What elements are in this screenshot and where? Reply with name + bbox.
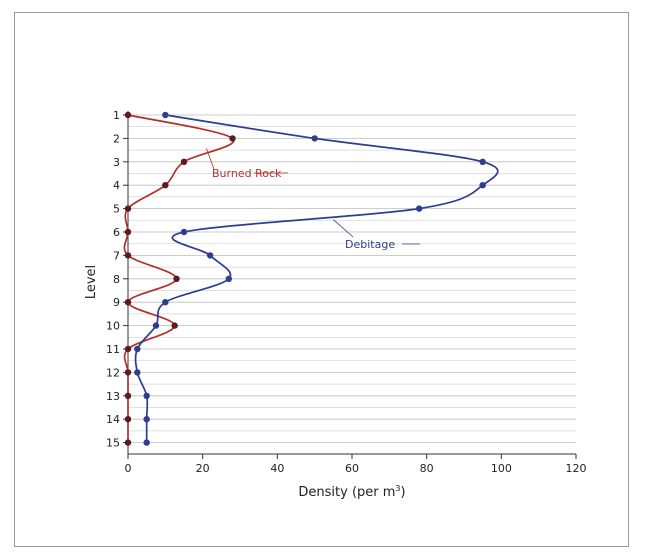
figure-frame bbox=[14, 12, 629, 547]
data-point-debitage bbox=[162, 299, 169, 306]
data-point-debitage bbox=[162, 111, 169, 119]
y-tick-label: 2 bbox=[113, 132, 120, 145]
y-tick-label: 1 bbox=[113, 109, 120, 122]
data-point-burned-rock bbox=[162, 182, 169, 189]
data-point-burned-rock bbox=[173, 275, 180, 282]
y-tick-label: 15 bbox=[106, 437, 120, 450]
y-axis-title: Level bbox=[84, 265, 99, 299]
y-tick-label: 8 bbox=[113, 273, 120, 286]
x-tick-label: 20 bbox=[196, 462, 210, 475]
data-point-debitage bbox=[479, 158, 486, 165]
data-point-debitage bbox=[143, 416, 150, 423]
data-point-burned-rock bbox=[124, 392, 132, 399]
data-point-debitage bbox=[206, 252, 214, 259]
y-tick-label: 12 bbox=[106, 366, 120, 379]
data-point-debitage bbox=[416, 205, 423, 212]
data-point-burned-rock bbox=[180, 158, 188, 165]
annotation-leader-debitage bbox=[333, 219, 354, 238]
series-layer bbox=[123, 111, 499, 446]
x-tick-label: 120 bbox=[566, 462, 587, 475]
y-tick-label: 9 bbox=[113, 296, 120, 309]
data-point-burned-rock bbox=[124, 228, 132, 236]
data-point-debitage bbox=[134, 369, 141, 376]
y-tick-label: 3 bbox=[113, 156, 120, 169]
annotation-leader-burned-rock bbox=[206, 148, 215, 170]
annotations: Burned Rock Debitage bbox=[206, 148, 420, 251]
x-tick-label: 80 bbox=[420, 462, 434, 475]
data-point-burned-rock bbox=[124, 416, 132, 423]
data-point-debitage bbox=[143, 439, 150, 446]
data-point-burned-rock bbox=[229, 135, 236, 142]
data-point-debitage bbox=[180, 228, 188, 236]
data-point-debitage bbox=[311, 135, 318, 142]
y-tick-label: 13 bbox=[106, 390, 120, 403]
data-point-debitage bbox=[143, 392, 150, 399]
grid-lines bbox=[128, 114, 576, 444]
data-point-burned-rock bbox=[124, 439, 132, 446]
y-tick-label: 14 bbox=[106, 413, 120, 426]
data-point-burned-rock bbox=[124, 299, 132, 306]
data-point-burned-rock bbox=[124, 111, 132, 119]
y-tick-label: 11 bbox=[106, 343, 120, 356]
data-point-burned-rock bbox=[124, 252, 132, 259]
data-point-burned-rock bbox=[124, 369, 132, 376]
data-point-burned-rock bbox=[124, 345, 132, 353]
x-tick-label: 100 bbox=[491, 462, 512, 475]
data-point-burned-rock bbox=[171, 322, 178, 329]
data-point-debitage bbox=[479, 182, 486, 189]
annotation-label-burned-rock: Burned Rock bbox=[212, 167, 282, 180]
x-axis-title: Density (per m3) bbox=[298, 484, 405, 500]
y-tick-label: 4 bbox=[113, 179, 120, 192]
y-tick-label: 10 bbox=[106, 320, 120, 333]
y-tick-label: 5 bbox=[113, 203, 120, 216]
y-tick-label: 7 bbox=[113, 249, 120, 262]
y-tick-label: 6 bbox=[113, 226, 120, 239]
series-debitage bbox=[134, 111, 499, 446]
x-tick-label: 0 bbox=[125, 462, 132, 475]
x-tick-label: 40 bbox=[270, 462, 284, 475]
data-point-debitage bbox=[152, 322, 160, 329]
data-point-burned-rock bbox=[124, 205, 132, 212]
x-tick-label: 60 bbox=[345, 462, 359, 475]
annotation-label-debitage: Debitage bbox=[345, 238, 395, 251]
series-burned-rock bbox=[123, 111, 236, 446]
data-point-debitage bbox=[225, 275, 232, 282]
data-point-debitage bbox=[134, 345, 141, 353]
